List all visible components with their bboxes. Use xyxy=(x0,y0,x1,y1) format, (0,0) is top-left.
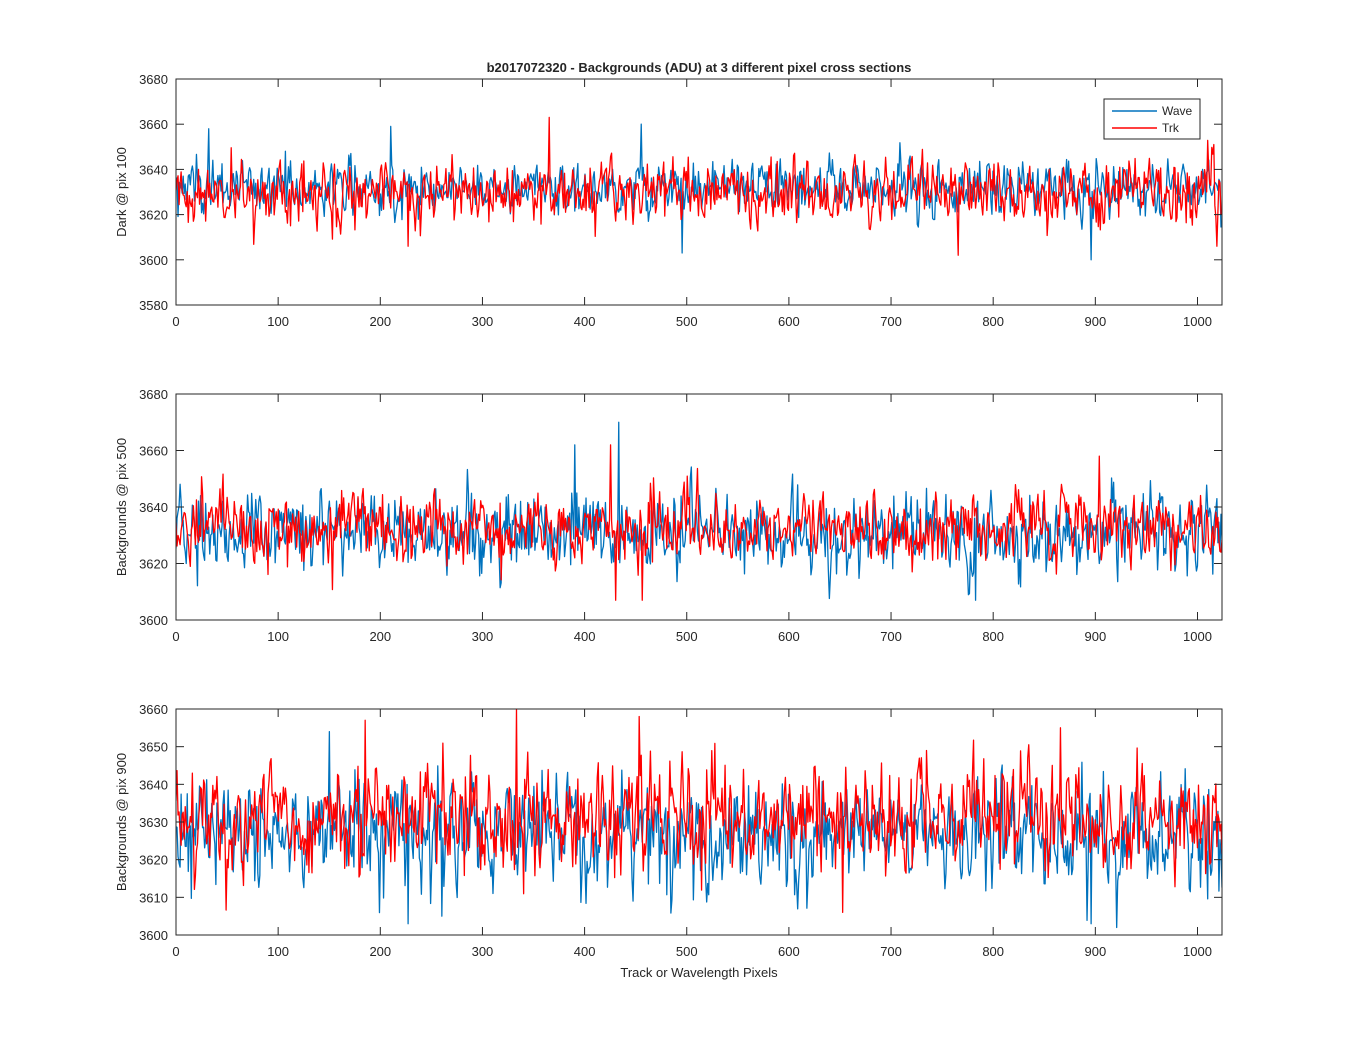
x-tick-label: 400 xyxy=(574,314,596,329)
x-tick-label: 100 xyxy=(267,944,289,959)
y-tick-label: 3660 xyxy=(139,117,168,132)
subplot-3: 0 100 200 300 400 500 600 700 800 900 1000 3600 3610… xyxy=(114,702,1223,959)
x-tick-label: 600 xyxy=(778,944,800,959)
figure-title: b2017072320 - Backgrounds (ADU) at 3 dif… xyxy=(487,60,912,75)
x-tick-label: 500 xyxy=(676,629,698,644)
y-axis-label: Backgrounds @ pix 900 xyxy=(114,753,129,891)
x-tick-label: 800 xyxy=(982,314,1004,329)
y-tick-label: 3600 xyxy=(139,928,168,943)
x-tick-label: 700 xyxy=(880,629,902,644)
y-tick-label: 3640 xyxy=(139,500,168,515)
x-tick-label: 900 xyxy=(1084,314,1106,329)
y-tick-label: 3640 xyxy=(139,162,168,177)
x-tick-label: 100 xyxy=(267,314,289,329)
series-line-trk xyxy=(176,444,1222,601)
x-tick-label: 200 xyxy=(369,944,391,959)
legend-label-wave: Wave xyxy=(1162,104,1193,118)
x-tick-label: 400 xyxy=(574,629,596,644)
x-tick-label: 100 xyxy=(267,629,289,644)
x-tick-label: 400 xyxy=(574,944,596,959)
y-tick-label: 3650 xyxy=(139,740,168,755)
x-tick-label: 600 xyxy=(778,314,800,329)
x-tick-label: 500 xyxy=(676,314,698,329)
x-tick-label: 1000 xyxy=(1183,314,1212,329)
x-tick-label: 800 xyxy=(982,944,1004,959)
y-axis-label: Backgrounds @ pix 500 xyxy=(114,438,129,576)
x-tick-label: 300 xyxy=(472,629,494,644)
x-tick-label: 900 xyxy=(1084,629,1106,644)
x-tick-label: 0 xyxy=(172,629,179,644)
x-tick-label: 800 xyxy=(982,629,1004,644)
y-tick-label: 3620 xyxy=(139,208,168,223)
x-tick-label: 0 xyxy=(172,314,179,329)
x-tick-label: 900 xyxy=(1084,944,1106,959)
y-axis-label: Dark @ pix 100 xyxy=(114,147,129,237)
x-tick-label: 500 xyxy=(676,944,698,959)
legend-box xyxy=(1103,98,1201,140)
x-tick-label: 600 xyxy=(778,629,800,644)
x-tick-label: 300 xyxy=(472,314,494,329)
y-tick-label: 3630 xyxy=(139,815,168,830)
series-line-trk xyxy=(176,709,1222,914)
y-tick-label: 3620 xyxy=(139,853,168,868)
y-tick-label: 3640 xyxy=(139,777,168,792)
x-tick-label: 0 xyxy=(172,944,179,959)
x-tick-label: 700 xyxy=(880,944,902,959)
subplot-panels: 0 100 200 300 400 500 600 700 800 900 100035803600… xyxy=(114,72,1223,959)
x-tick-label: 200 xyxy=(369,629,391,644)
subplot-2: 0 100 200 300 400 500 600 700 800 900 1000 3600 3620… xyxy=(114,387,1223,644)
x-tick-label: 1000 xyxy=(1183,944,1212,959)
y-tick-label: 3600 xyxy=(139,613,168,628)
x-tick-label: 700 xyxy=(880,314,902,329)
x-tick-label: 200 xyxy=(369,314,391,329)
legend-label-trk: Trk xyxy=(1162,121,1180,135)
y-tick-label: 3660 xyxy=(139,702,168,717)
y-tick-label: 3610 xyxy=(139,890,168,905)
series-line-wave xyxy=(176,123,1222,261)
x-tick-label: 1000 xyxy=(1183,629,1212,644)
y-tick-label: 3660 xyxy=(139,444,168,459)
y-tick-label: 3580 xyxy=(139,298,168,313)
legend: Wave Trk xyxy=(1103,98,1201,140)
y-tick-label: 3600 xyxy=(139,253,168,268)
y-tick-label: 3680 xyxy=(139,387,168,402)
subplot-1: 0 100 200 300 400 500 600 700 800 900 1000 3580 3600… xyxy=(114,72,1223,329)
x-tick-label: 300 xyxy=(472,944,494,959)
y-tick-label: 3680 xyxy=(139,72,168,87)
series-line-trk xyxy=(176,116,1222,256)
y-tick-label: 3620 xyxy=(139,557,168,572)
x-axis-label: Track or Wavelength Pixels xyxy=(620,965,778,980)
axes-box xyxy=(175,78,1223,306)
